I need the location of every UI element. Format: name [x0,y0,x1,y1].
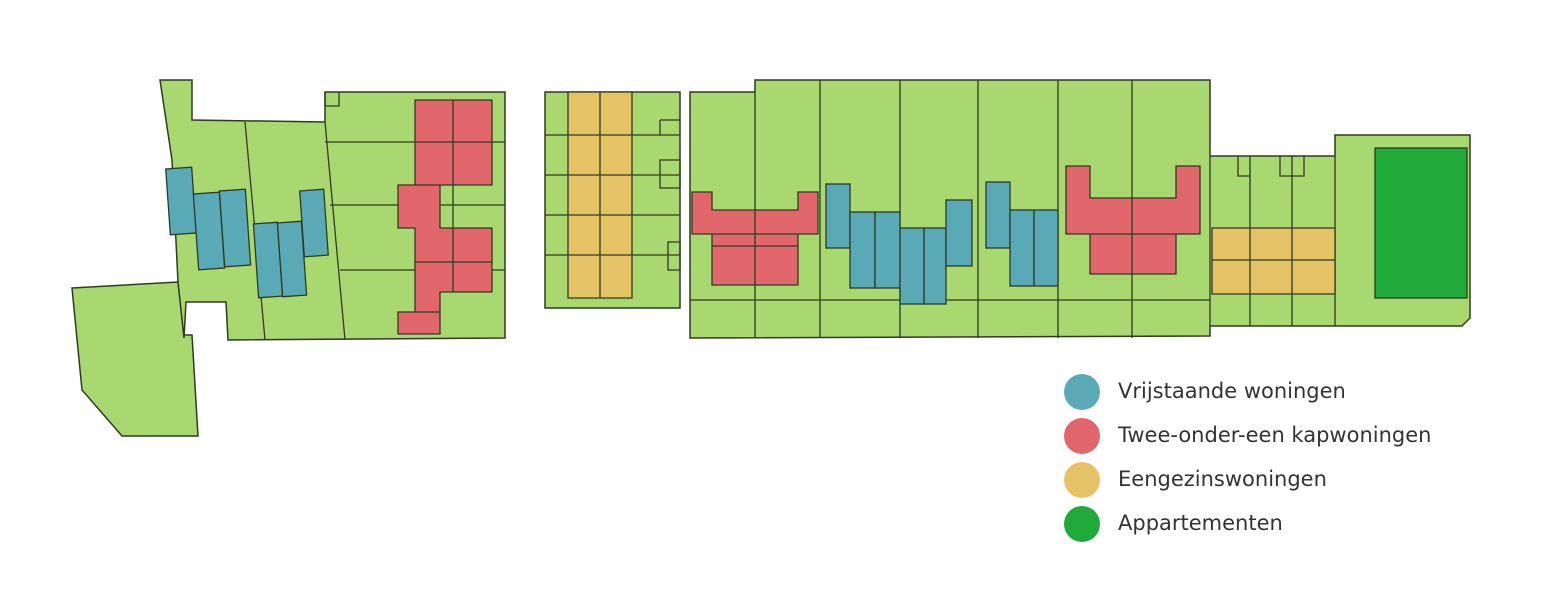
house [849,211,876,289]
legend-swatch [1064,506,1100,542]
legend-swatch [1064,418,1100,454]
house [299,188,329,258]
legend-label: Twee-onder-een kapwoningen [1117,423,1431,447]
house [218,188,252,268]
house [567,91,633,299]
legend: Vrijstaande woningen Twee-onder-een kapwo… [1064,374,1431,542]
house [825,183,851,249]
house [691,191,819,286]
house [923,227,947,305]
houses [165,91,1468,335]
house [1211,227,1336,295]
house [1009,209,1035,287]
apartments [1374,147,1468,299]
legend-swatch [1064,374,1100,410]
house [165,166,197,236]
house [1065,165,1201,275]
house [899,227,925,305]
legend-label: Vrijstaande woningen [1118,379,1346,403]
house [1033,209,1059,287]
house [397,99,493,335]
house [985,181,1011,249]
house [874,211,901,289]
legend-label: Eengezinswoningen [1118,467,1327,491]
legend-label: Appartementen [1118,511,1283,535]
house [945,199,973,267]
plot [71,281,199,437]
house [276,220,308,298]
legend-swatch [1064,462,1100,498]
